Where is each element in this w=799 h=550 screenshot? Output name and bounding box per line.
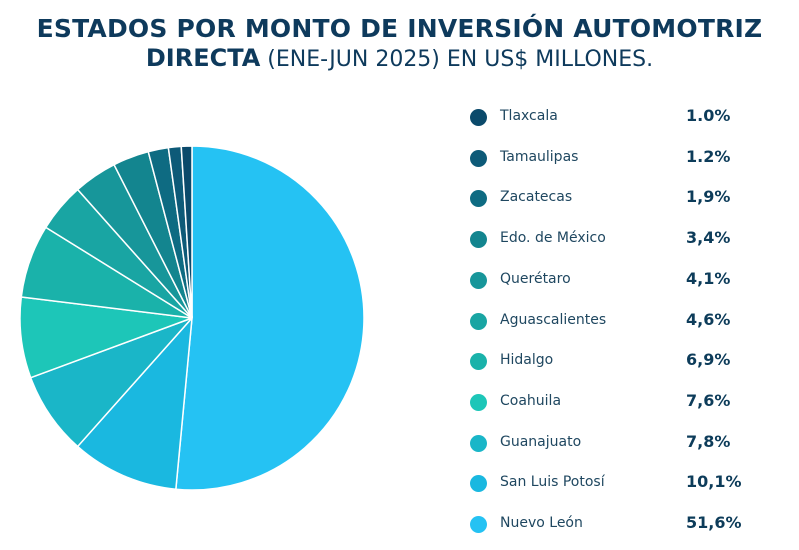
legend-label: Guanajuato	[500, 433, 582, 450]
legend-value: 10,1%	[686, 472, 742, 492]
legend-item: Aguascalientes 4,6%	[468, 310, 768, 334]
legend-item: Guanajuato 7,8%	[468, 432, 768, 456]
chart-title-line2: DIRECTA (ENE-JUN 2025) EN US$ MILLONES.	[0, 44, 799, 72]
legend-swatch	[470, 516, 487, 533]
legend-swatch	[470, 475, 487, 493]
legend-item: Tamaulipas 1.2%	[468, 147, 768, 171]
pie-slice-nuevo-leon	[175, 145, 365, 491]
legend-value: 6,9%	[686, 350, 731, 370]
legend-label: San Luis Potosí	[500, 474, 605, 491]
legend-item: Zacatecas 1,9%	[468, 187, 768, 211]
legend-item: Edo. de México 3,4%	[468, 228, 768, 252]
legend-item: Hidalgo 6,9%	[468, 350, 768, 374]
pie-slice-san-luis-potosi	[76, 315, 193, 491]
legend-item: San Luis Potosí 10,1%	[468, 472, 768, 496]
chart-title-bold: DIRECTA	[145, 44, 261, 72]
legend-label: Aguascalientes	[500, 311, 607, 328]
legend-item: Querétaro 4,1%	[468, 269, 768, 293]
legend-value: 7,6%	[686, 390, 731, 410]
legend-value: 7,8%	[686, 431, 731, 451]
legend-item: Tlaxcala 1.0%	[468, 106, 768, 130]
legend-swatch	[470, 149, 487, 167]
legend-swatch	[470, 271, 487, 289]
legend-swatch	[470, 353, 487, 371]
legend-value: 51,6%	[686, 513, 742, 532]
legend-item: Coahuila 7,6%	[468, 391, 768, 415]
legend-swatch	[470, 393, 487, 411]
legend-label: Querétaro	[500, 270, 571, 287]
legend-label: Nuevo León	[500, 515, 583, 531]
legend-swatch	[470, 109, 487, 126]
legend-label: Edo. de México	[500, 230, 606, 247]
legend-value: 3,4%	[686, 228, 731, 248]
pie-slice-tlaxcala	[180, 145, 193, 319]
legend-value: 4,6%	[686, 309, 731, 329]
legend-item: Nuevo León 51,6%	[468, 513, 768, 537]
legend-swatch	[470, 190, 487, 208]
legend-value: 1,9%	[686, 187, 731, 207]
legend-label: Coahuila	[500, 392, 562, 409]
legend-value: 1.0%	[686, 106, 731, 125]
legend-swatch	[470, 434, 487, 452]
legend-value: 4,1%	[686, 268, 731, 288]
legend-swatch	[470, 312, 487, 330]
legend-label: Tlaxcala	[500, 108, 558, 124]
legend-label: Zacatecas	[500, 189, 573, 206]
legend-value: 1.2%	[686, 146, 731, 166]
legend-label: Hidalgo	[500, 352, 554, 369]
legend-label: Tamaulipas	[500, 148, 579, 165]
chart-subtitle: (ENE-JUN 2025) EN US$ MILLONES.	[260, 47, 654, 72]
chart-title-line1: ESTADOS POR MONTO DE INVERSIÓN AUTOMOTRI…	[36, 14, 763, 43]
legend-swatch	[470, 231, 487, 249]
